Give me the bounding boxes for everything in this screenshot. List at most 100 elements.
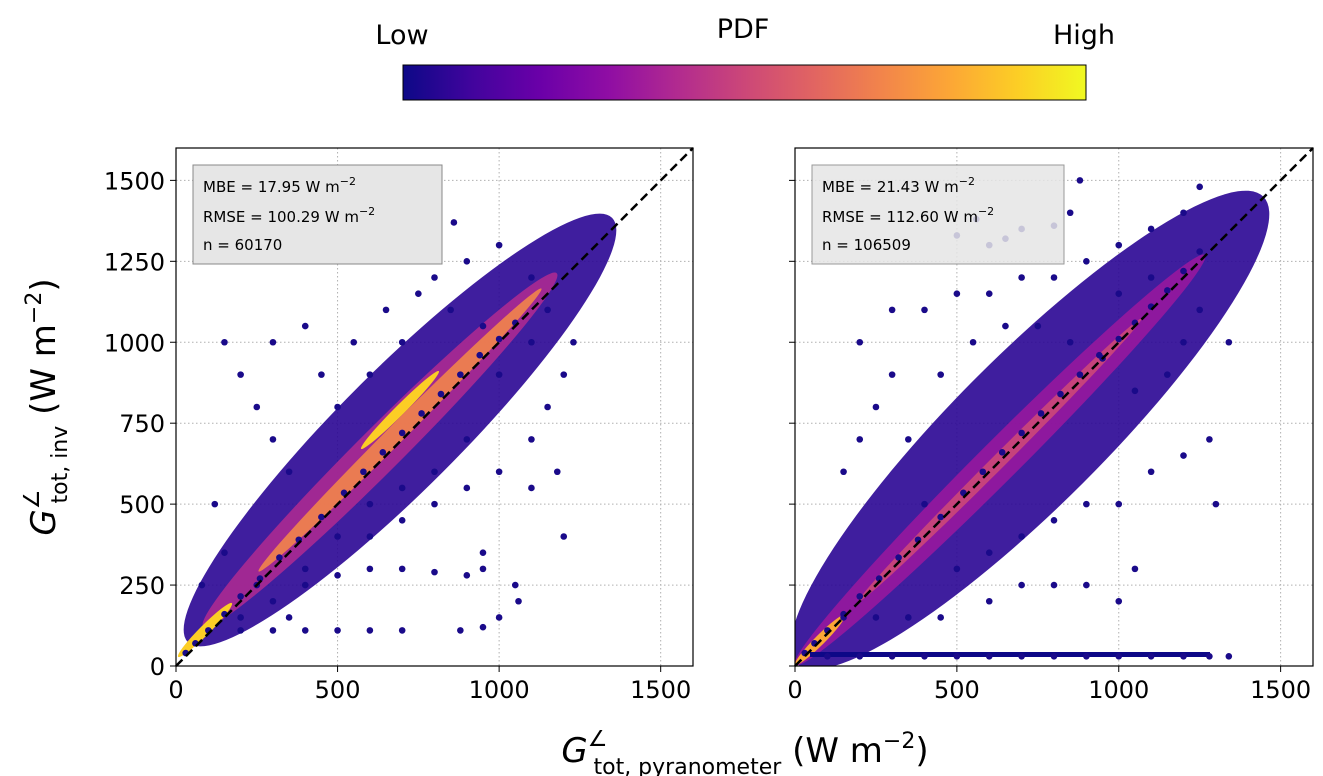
scatter-point [415, 290, 422, 297]
scatter-point [1076, 177, 1084, 184]
scatter-point [1057, 390, 1064, 398]
scatter-point [366, 565, 374, 573]
scatter-point [1131, 387, 1139, 395]
scatter-point [398, 517, 406, 524]
scatter-point [1164, 371, 1171, 378]
x-tick-label: 1500 [630, 676, 691, 704]
scatter-point [198, 581, 206, 589]
scatter-point [1147, 225, 1155, 233]
stats-box-bg [192, 164, 443, 265]
scatter-point [1115, 335, 1123, 343]
scatter-point [1002, 322, 1009, 330]
scatter-point [553, 468, 561, 476]
scatter-point [872, 403, 880, 411]
y-ticks-right [789, 179, 795, 667]
panel-left: MBE = 17.95 W m−2 RMSE = 100.29 W m−2 n … [104, 147, 694, 704]
scatter-point [856, 436, 864, 443]
scatter-point [1018, 274, 1025, 281]
scatter-point [1115, 500, 1123, 508]
colorbar-high-label: High [1053, 20, 1115, 51]
scatter-point [921, 652, 928, 660]
scatter-point [937, 371, 944, 378]
scatter-point [1212, 500, 1220, 508]
one-to-one-line-right [794, 147, 1314, 667]
x-ticks-left: 0 500 1000 1500 [168, 666, 691, 704]
colorbar-gradient [402, 64, 1087, 101]
one-to-one-line-left [175, 147, 694, 667]
scatter-point [1225, 652, 1233, 660]
scatter-point [1206, 436, 1213, 443]
scatter-point [985, 652, 993, 660]
rmse-label: RMSE = 100.29 W m−2 [203, 205, 375, 226]
scatter-point [495, 468, 503, 476]
panel-right: MBE = 21.43 W m−2 RMSE = 112.60 W m−2 n … [787, 147, 1314, 704]
scatter-point [301, 627, 309, 634]
scatter-point [1018, 652, 1025, 660]
scatter-point [457, 371, 464, 378]
scatter-point [318, 513, 325, 521]
scatter-point [1115, 241, 1123, 249]
scatter-point [269, 338, 277, 346]
scatter-point [350, 338, 358, 346]
y-tick-label: 250 [119, 572, 165, 600]
x-tick-label: 1000 [1088, 676, 1149, 704]
scatter-point [334, 533, 341, 540]
low-band [810, 652, 1210, 657]
colorbar: Low PDF High [375, 14, 1115, 101]
scatter-point [937, 513, 944, 521]
scatter-point [334, 403, 341, 411]
scatter-point [528, 436, 535, 443]
scatter-point [1164, 287, 1171, 294]
scatter-point [1147, 274, 1155, 281]
scatter-point [476, 351, 484, 359]
scatter-point [953, 652, 961, 660]
scatter-point [905, 614, 912, 621]
scatter-point [979, 468, 987, 476]
scatter-point [269, 597, 277, 605]
rmse-label: RMSE = 112.60 W m−2 [822, 205, 994, 226]
x-tick-label: 0 [168, 676, 183, 704]
scatter-point [237, 371, 244, 378]
scatter-point [463, 436, 471, 443]
scatter-point [985, 290, 993, 297]
scatter-point [437, 390, 445, 398]
scatter-point [366, 371, 374, 378]
scatter-point [1083, 652, 1090, 660]
x-tick-label: 500 [934, 676, 980, 704]
scatter-point [450, 219, 458, 226]
scatter-point [463, 258, 471, 265]
scatter-point [1180, 652, 1187, 660]
scatter-point [560, 371, 568, 378]
scatter-point [560, 533, 568, 540]
scatter-point [1050, 274, 1058, 281]
colorbar-low-label: Low [375, 20, 428, 51]
scatter-point [1180, 267, 1187, 275]
scatter-point [1083, 581, 1090, 589]
scatter-point [953, 290, 961, 297]
scatter-point [1034, 322, 1042, 330]
scatter-point [1076, 371, 1084, 378]
scatter-point [495, 241, 503, 249]
y-tick-label: 1250 [104, 248, 165, 276]
scatter-point [366, 627, 374, 634]
x-tick-label: 1000 [469, 676, 530, 704]
scatter-point [1018, 581, 1025, 589]
scatter-point [256, 575, 264, 582]
y-tick-label: 1000 [104, 329, 165, 357]
scatter-point [211, 500, 219, 508]
scatter-point [318, 371, 325, 378]
y-ticks-left: 0 250 500 750 1000 1250 1500 [104, 167, 176, 681]
scatter-point [1050, 581, 1058, 589]
scatter-point [1180, 209, 1187, 217]
stats-box-left: MBE = 17.95 W m−2 RMSE = 100.29 W m−2 n … [192, 164, 443, 265]
scatter-point [1225, 338, 1233, 346]
scatter-point [366, 533, 374, 540]
scatter-point [398, 484, 406, 492]
scatter-point [1180, 338, 1187, 346]
scatter-point [1180, 452, 1187, 459]
y-tick-label: 750 [119, 410, 165, 438]
plot-frame-right [794, 147, 1314, 667]
scatter-point [495, 371, 503, 378]
scatter-point [431, 500, 438, 508]
scatter-point [285, 468, 293, 476]
